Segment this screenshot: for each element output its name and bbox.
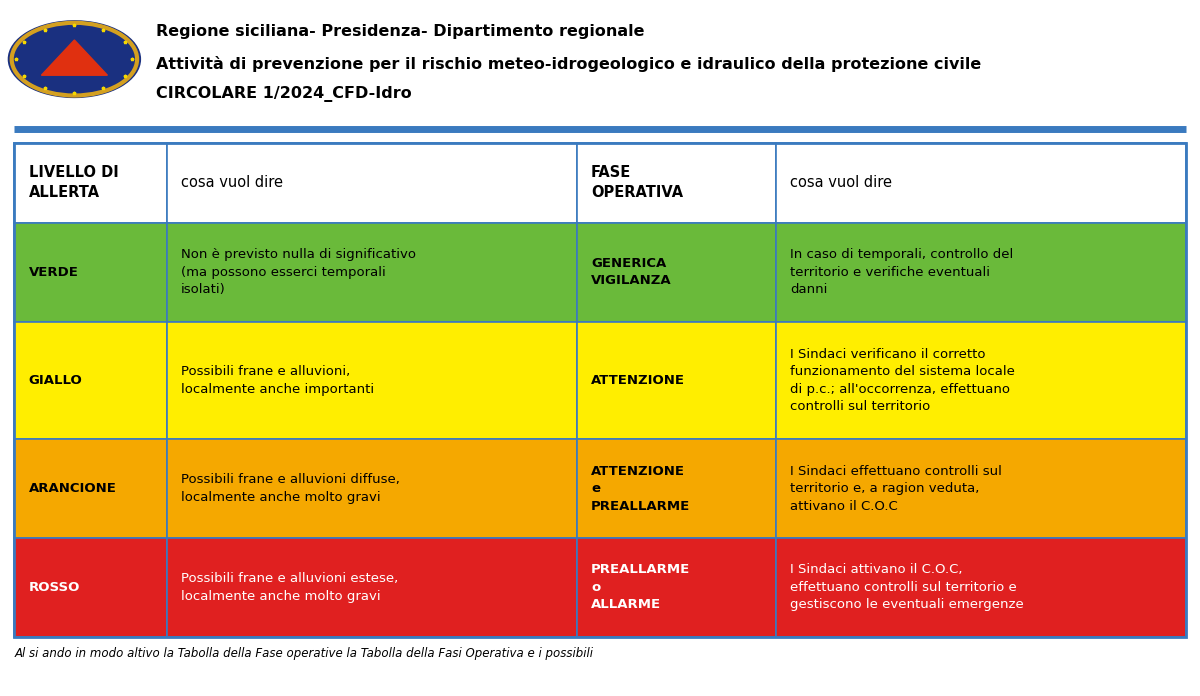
- Text: cosa vuol dire: cosa vuol dire: [181, 175, 283, 190]
- Text: GIALLO: GIALLO: [29, 374, 83, 387]
- FancyBboxPatch shape: [14, 143, 167, 223]
- Text: Possibili frane e alluvioni,
localmente anche importanti: Possibili frane e alluvioni, localmente …: [181, 365, 374, 395]
- Text: ARANCIONE: ARANCIONE: [29, 482, 116, 495]
- Text: Non è previsto nulla di significativo
(ma possono esserci temporali
isolati): Non è previsto nulla di significativo (m…: [181, 248, 416, 296]
- FancyBboxPatch shape: [14, 439, 167, 538]
- FancyBboxPatch shape: [775, 223, 1186, 322]
- Text: Attività di prevenzione per il rischio meteo-idrogeologico e idraulico della pro: Attività di prevenzione per il rischio m…: [156, 56, 982, 72]
- Circle shape: [8, 21, 140, 97]
- FancyBboxPatch shape: [775, 439, 1186, 538]
- FancyBboxPatch shape: [775, 322, 1186, 439]
- FancyBboxPatch shape: [167, 322, 576, 439]
- Text: In caso di temporali, controllo del
territorio e verifiche eventuali
danni: In caso di temporali, controllo del terr…: [790, 248, 1013, 296]
- Text: ATTENZIONE: ATTENZIONE: [590, 374, 685, 387]
- FancyBboxPatch shape: [167, 439, 576, 538]
- Text: I Sindaci effettuano controlli sul
territorio e, a ragion veduta,
attivano il C.: I Sindaci effettuano controlli sul terri…: [790, 465, 1002, 512]
- Text: CIRCOLARE 1/2024_CFD-Idro: CIRCOLARE 1/2024_CFD-Idro: [156, 86, 412, 102]
- FancyBboxPatch shape: [775, 143, 1186, 223]
- Circle shape: [20, 28, 128, 90]
- FancyBboxPatch shape: [576, 223, 775, 322]
- FancyBboxPatch shape: [576, 143, 775, 223]
- Text: Regione siciliana- Presidenza- Dipartimento regionale: Regione siciliana- Presidenza- Dipartime…: [156, 24, 644, 40]
- Text: VERDE: VERDE: [29, 266, 79, 278]
- FancyBboxPatch shape: [167, 223, 576, 322]
- FancyBboxPatch shape: [167, 143, 576, 223]
- Text: Possibili frane e alluvioni diffuse,
localmente anche molto gravi: Possibili frane e alluvioni diffuse, loc…: [181, 473, 400, 504]
- FancyBboxPatch shape: [576, 322, 775, 439]
- Text: Al si ando in modo altivo la Tabolla della Fase operative la Tabolla della Fasi : Al si ando in modo altivo la Tabolla del…: [14, 647, 593, 661]
- FancyBboxPatch shape: [14, 223, 167, 322]
- FancyBboxPatch shape: [775, 538, 1186, 637]
- Text: ATTENZIONE
e
PREALLARME: ATTENZIONE e PREALLARME: [590, 465, 690, 512]
- Text: LIVELLO DI
ALLERTA: LIVELLO DI ALLERTA: [29, 165, 119, 200]
- FancyBboxPatch shape: [167, 538, 576, 637]
- FancyBboxPatch shape: [14, 538, 167, 637]
- Text: FASE
OPERATIVA: FASE OPERATIVA: [590, 165, 683, 200]
- FancyBboxPatch shape: [576, 439, 775, 538]
- Text: I Sindaci attivano il C.O.C,
effettuano controlli sul territorio e
gestiscono le: I Sindaci attivano il C.O.C, effettuano …: [790, 564, 1024, 611]
- FancyBboxPatch shape: [14, 322, 167, 439]
- Polygon shape: [42, 40, 108, 75]
- Text: I Sindaci verificano il corretto
funzionamento del sistema locale
di p.c.; all'o: I Sindaci verificano il corretto funzion…: [790, 347, 1015, 413]
- Text: Possibili frane e alluvioni estese,
localmente anche molto gravi: Possibili frane e alluvioni estese, loca…: [181, 572, 398, 603]
- Text: GENERICA
VIGILANZA: GENERICA VIGILANZA: [590, 257, 672, 287]
- FancyBboxPatch shape: [576, 538, 775, 637]
- Text: PREALLARME
o
ALLARME: PREALLARME o ALLARME: [590, 564, 690, 611]
- Text: ROSSO: ROSSO: [29, 581, 80, 594]
- Text: cosa vuol dire: cosa vuol dire: [790, 175, 892, 190]
